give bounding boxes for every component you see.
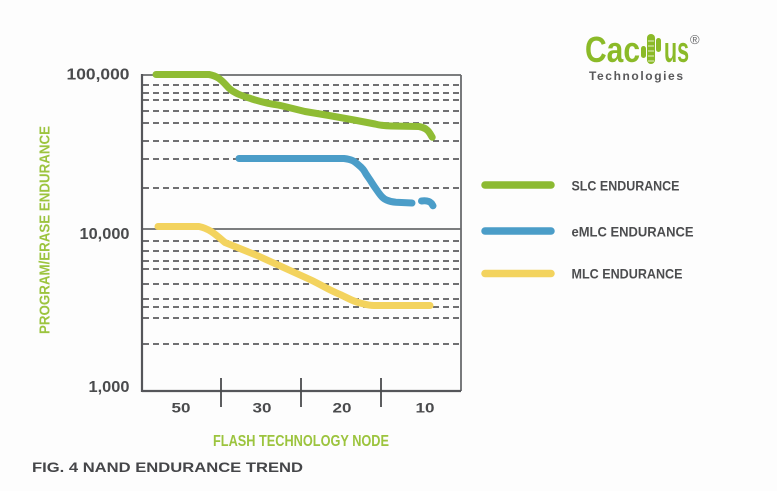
svg-text:100,000: 100,000 <box>67 67 130 84</box>
svg-text:Technologies: Technologies <box>589 69 683 83</box>
svg-text:MLC ENDURANCE: MLC ENDURANCE <box>572 265 683 281</box>
svg-text:FLASH TECHNOLOGY NODE: FLASH TECHNOLOGY NODE <box>213 433 389 450</box>
svg-text:20: 20 <box>333 400 352 416</box>
svg-text:FIG. 4 NAND ENDURANCE TREND: FIG. 4 NAND ENDURANCE TREND <box>32 459 303 475</box>
svg-text:PROGRAM/ERASE ENDURANCE: PROGRAM/ERASE ENDURANCE <box>37 126 54 334</box>
svg-text:Cac: Cac <box>585 29 640 70</box>
svg-text:1,000: 1,000 <box>89 379 130 396</box>
svg-text:10: 10 <box>416 400 435 416</box>
svg-text:SLC ENDURANCE: SLC ENDURANCE <box>572 177 680 193</box>
svg-text:®: ® <box>690 32 700 47</box>
svg-text:10,000: 10,000 <box>80 226 130 243</box>
svg-text:us: us <box>664 29 689 70</box>
svg-text:50: 50 <box>172 400 191 416</box>
svg-text:eMLC ENDURANCE: eMLC ENDURANCE <box>572 223 694 239</box>
svg-text:30: 30 <box>253 400 272 416</box>
